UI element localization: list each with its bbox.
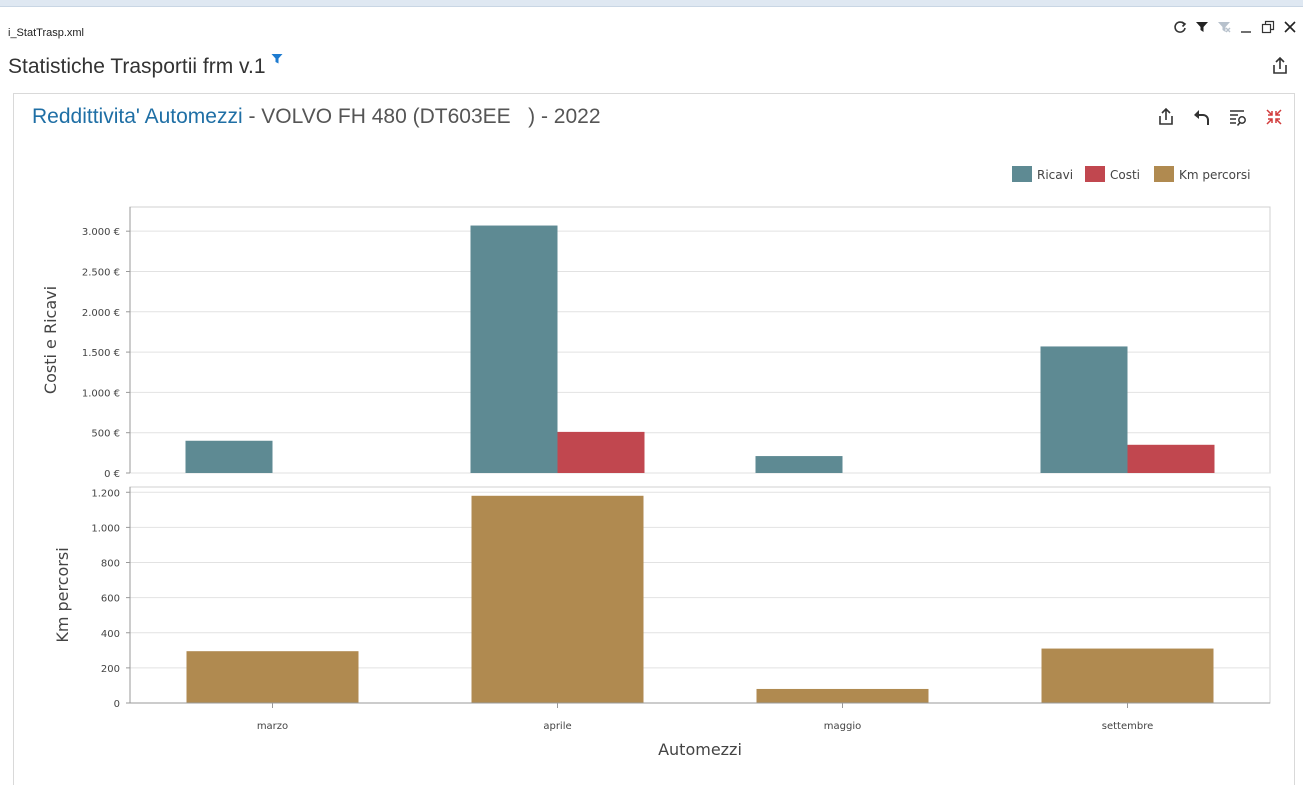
- dashboard-toolbar: [1155, 106, 1285, 128]
- y-tick-label: 0: [114, 699, 120, 710]
- x-tick-label: aprile: [543, 721, 571, 732]
- y-axis-title: Km percorsi: [53, 547, 72, 642]
- y-tick-label: 600: [101, 594, 120, 605]
- y-tick-label: 2.500 €: [82, 267, 120, 278]
- window-top-border: [0, 0, 1303, 7]
- filter-icon[interactable]: [1195, 20, 1209, 37]
- export-icon[interactable]: [1269, 55, 1293, 79]
- bar-ricavi-settembre: [1040, 346, 1128, 473]
- legend-swatch-ricavi: [1012, 166, 1032, 182]
- y-tick-label: 800: [101, 559, 120, 570]
- bar-km-percorsi-settembre: [1041, 648, 1214, 703]
- x-tick-label: settembre: [1102, 721, 1154, 732]
- bar-ricavi-marzo: [185, 440, 273, 473]
- form-title: Statistiche Trasportii frm v.1: [8, 52, 283, 79]
- window-title: i_StatTrasp.xml: [8, 27, 85, 39]
- y-tick-label: 1.000 €: [82, 388, 120, 399]
- y-axis-title: Costi e Ricavi: [41, 286, 60, 394]
- x-axis: marzo aprile maggio settembre Automezzi: [130, 702, 1270, 759]
- minimize-icon[interactable]: [1239, 20, 1253, 37]
- y-tick-label: 1.500 €: [82, 348, 120, 359]
- dashboard-panel: [13, 93, 1295, 785]
- y-tick-label: 1.000: [91, 523, 120, 534]
- y-tick-label: 3.000 €: [82, 227, 120, 238]
- bar-km-percorsi-maggio: [756, 688, 929, 703]
- chart-costi-ricavi: 0 € 500 € 1.000 € 1.500 € 2.000 € 2.500 € 3.00…: [41, 206, 1271, 480]
- chart-km-percorsi: 0 200 400 600 800 1.000 1.200 Km percorsi: [53, 486, 1271, 710]
- bar-km-percorsi-marzo: [186, 651, 359, 703]
- chart-legend: Ricavi Costi Km percorsi: [1012, 166, 1251, 182]
- clear-filter-icon[interactable]: [1217, 20, 1231, 37]
- dashboard-title-rest: - VOLVO FH 480 (DT603EE ) - 2022: [242, 105, 601, 128]
- legend-label-costi: Costi: [1110, 168, 1140, 182]
- collapse-icon[interactable]: [1263, 106, 1285, 128]
- refresh-icon[interactable]: [1173, 20, 1187, 37]
- dashboard-title-accent: Reddittivita' Automezzi: [32, 105, 243, 128]
- legend-label-km-percorsi: Km percorsi: [1179, 168, 1251, 182]
- export-icon[interactable]: [1155, 106, 1177, 128]
- close-icon[interactable]: [1283, 20, 1297, 37]
- y-tick-label: 500 €: [91, 429, 120, 440]
- y-tick-label: 2.000 €: [82, 308, 120, 319]
- bar-km-percorsi-aprile: [471, 495, 644, 703]
- y-tick-label: 1.200: [91, 488, 120, 499]
- bar-costi-aprile: [557, 431, 645, 473]
- x-axis-title: Automezzi: [658, 740, 742, 759]
- legend-swatch-km-percorsi: [1154, 166, 1174, 182]
- window-controls: [1173, 20, 1297, 37]
- x-tick-label: marzo: [257, 721, 288, 732]
- y-tick-label: 400: [101, 629, 120, 640]
- x-tick-label: maggio: [824, 721, 861, 732]
- y-tick-label: 0 €: [104, 469, 120, 480]
- form-title-text: Statistiche Trasportii frm v.1: [8, 55, 266, 78]
- legend-swatch-costi: [1085, 166, 1105, 182]
- filter-list-icon[interactable]: [1227, 106, 1249, 128]
- undo-icon[interactable]: [1191, 106, 1213, 128]
- bar-ricavi-maggio: [755, 456, 843, 473]
- y-tick-label: 200: [101, 664, 120, 675]
- filter-icon[interactable]: [268, 52, 284, 68]
- bar-ricavi-aprile: [470, 225, 558, 473]
- bar-costi-settembre: [1127, 444, 1215, 473]
- legend-label-ricavi: Ricavi: [1037, 168, 1073, 182]
- restore-icon[interactable]: [1261, 20, 1275, 37]
- dashboard-title: Reddittivita' Automezzi - VOLVO FH 480 (…: [32, 105, 601, 129]
